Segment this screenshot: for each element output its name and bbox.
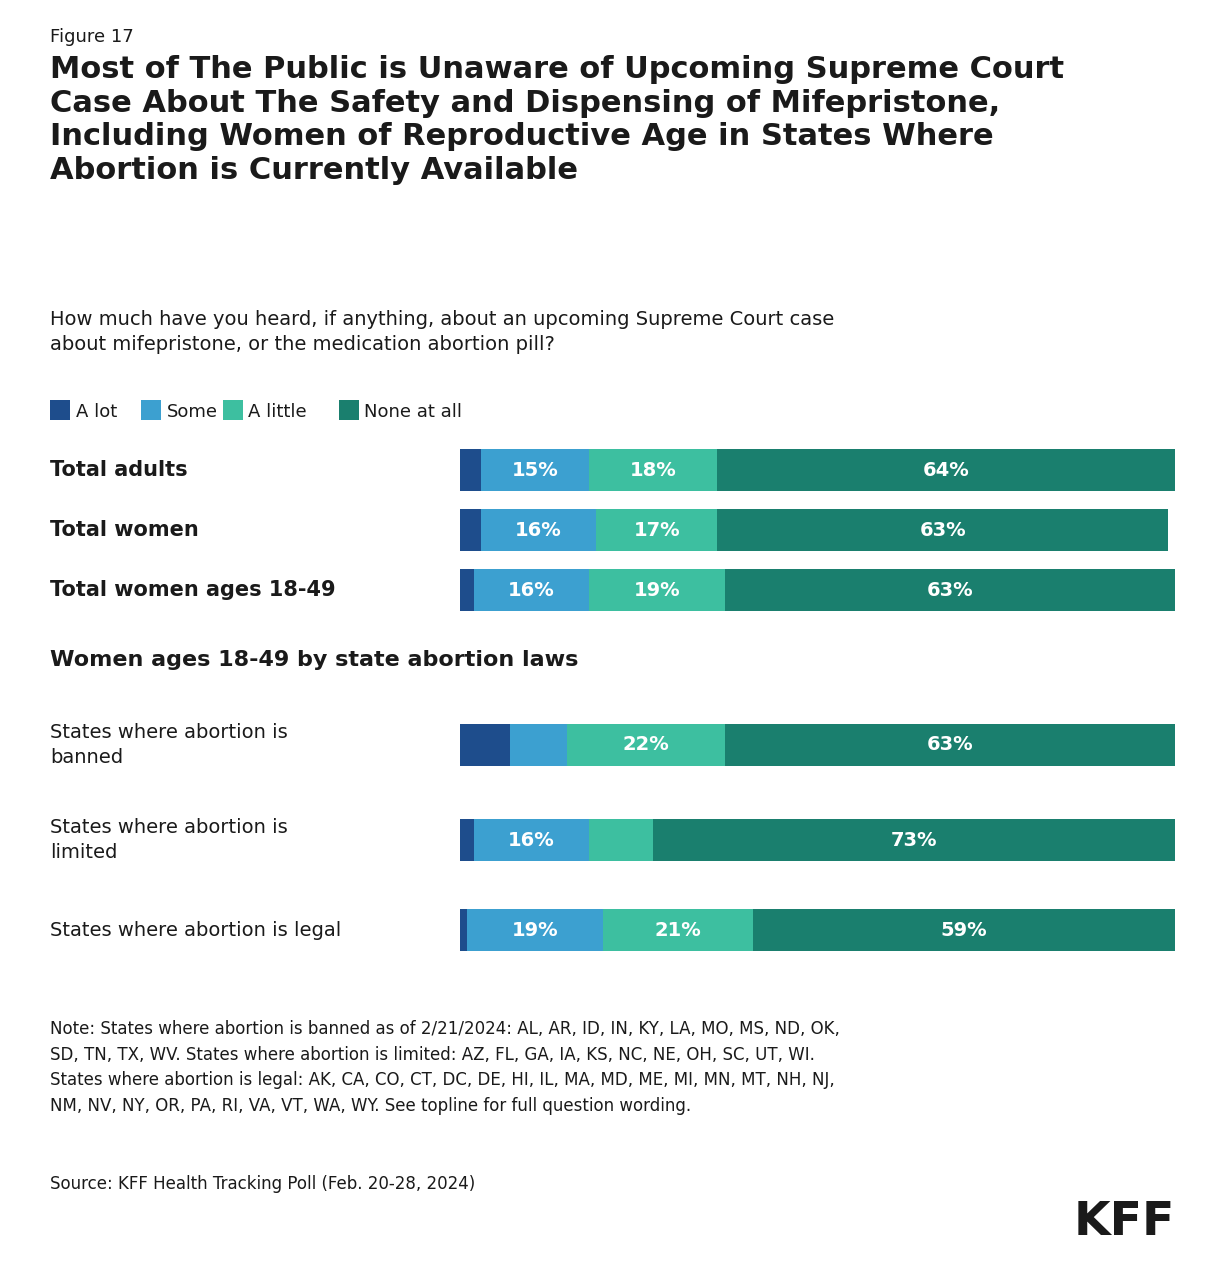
Text: Most of The Public is Unaware of Upcoming Supreme Court
Case About The Safety an: Most of The Public is Unaware of Upcomin…: [50, 56, 1064, 185]
Text: KFF: KFF: [1074, 1200, 1175, 1245]
Bar: [725, 569, 1175, 611]
Bar: [603, 909, 753, 951]
Bar: [595, 509, 717, 551]
Bar: [460, 909, 467, 951]
Bar: [717, 449, 1175, 490]
Text: 18%: 18%: [630, 460, 676, 479]
Text: 21%: 21%: [655, 920, 701, 939]
Text: 73%: 73%: [891, 830, 937, 849]
Bar: [589, 819, 653, 861]
Text: Women ages 18-49 by state abortion laws: Women ages 18-49 by state abortion laws: [50, 650, 578, 670]
Text: 63%: 63%: [920, 521, 966, 540]
Text: A lot: A lot: [76, 403, 117, 421]
Bar: [475, 569, 589, 611]
Bar: [725, 724, 1175, 766]
Text: Some: Some: [166, 403, 217, 421]
Bar: [338, 399, 359, 420]
Text: None at all: None at all: [365, 403, 462, 421]
Bar: [140, 399, 161, 420]
Bar: [589, 449, 717, 490]
Text: 16%: 16%: [508, 580, 555, 599]
Bar: [467, 909, 603, 951]
Text: How much have you heard, if anything, about an upcoming Supreme Court case
about: How much have you heard, if anything, ab…: [50, 310, 834, 354]
Text: 63%: 63%: [926, 580, 974, 599]
Bar: [50, 399, 70, 420]
Text: 15%: 15%: [511, 460, 559, 479]
Bar: [653, 819, 1175, 861]
Text: States where abortion is legal: States where abortion is legal: [50, 920, 342, 939]
Text: States where abortion is
limited: States where abortion is limited: [50, 818, 288, 862]
Bar: [567, 724, 725, 766]
Text: A little: A little: [249, 403, 307, 421]
Bar: [222, 399, 243, 420]
Text: Source: KFF Health Tracking Poll (Feb. 20-28, 2024): Source: KFF Health Tracking Poll (Feb. 2…: [50, 1176, 476, 1193]
Text: Total adults: Total adults: [50, 460, 188, 480]
Text: 59%: 59%: [941, 920, 987, 939]
Text: 63%: 63%: [926, 736, 974, 755]
Text: 22%: 22%: [622, 736, 670, 755]
Bar: [460, 509, 482, 551]
Text: 19%: 19%: [511, 920, 559, 939]
Bar: [475, 819, 589, 861]
Text: Note: States where abortion is banned as of 2/21/2024: AL, AR, ID, IN, KY, LA, M: Note: States where abortion is banned as…: [50, 1020, 839, 1115]
Bar: [589, 569, 725, 611]
Text: Total women: Total women: [50, 520, 199, 540]
Text: 17%: 17%: [633, 521, 680, 540]
Text: 16%: 16%: [515, 521, 562, 540]
Text: 16%: 16%: [508, 830, 555, 849]
Bar: [460, 819, 475, 861]
Bar: [510, 724, 567, 766]
Bar: [717, 509, 1168, 551]
Bar: [460, 449, 482, 490]
Text: 64%: 64%: [922, 460, 970, 479]
Bar: [460, 724, 510, 766]
Bar: [753, 909, 1175, 951]
Bar: [482, 509, 595, 551]
Bar: [482, 449, 589, 490]
Text: Figure 17: Figure 17: [50, 28, 134, 46]
Bar: [460, 569, 475, 611]
Text: 19%: 19%: [633, 580, 680, 599]
Text: States where abortion is
banned: States where abortion is banned: [50, 723, 288, 767]
Text: Total women ages 18-49: Total women ages 18-49: [50, 580, 336, 600]
